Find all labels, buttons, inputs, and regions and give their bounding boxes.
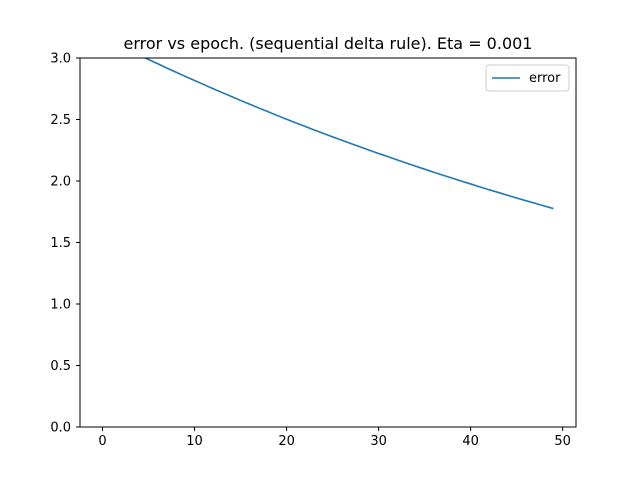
x-tick-label: 40 xyxy=(462,434,479,449)
series-layer xyxy=(143,58,554,210)
series-line-error xyxy=(143,58,554,210)
y-tick-label: 0.0 xyxy=(50,421,71,436)
plot-frame xyxy=(79,57,577,428)
x-tick-label: 0 xyxy=(98,434,106,449)
y-tick-label: 2.0 xyxy=(50,175,71,190)
y-tick-label: 2.5 xyxy=(50,113,71,128)
y-tick-label: 0.5 xyxy=(50,359,71,374)
y-axis: 0.0 0.5 1.0 1.5 2.0 2.5 3.0 xyxy=(50,52,80,436)
y-tick-label: 3.0 xyxy=(50,52,71,67)
y-tick-label: 1.0 xyxy=(50,298,71,313)
x-tick-label: 10 xyxy=(186,434,203,449)
legend-box xyxy=(485,64,570,92)
legend: error xyxy=(485,64,570,92)
legend-label-error: error xyxy=(529,71,561,86)
x-tick-label: 20 xyxy=(278,434,295,449)
y-tick-label: 1.5 xyxy=(50,236,71,251)
chart-title: error vs epoch. (sequential delta rule).… xyxy=(124,34,533,53)
x-tick-label: 50 xyxy=(554,434,571,449)
x-tick-label: 30 xyxy=(370,434,387,449)
x-axis: 0 10 20 30 40 50 xyxy=(98,427,571,449)
